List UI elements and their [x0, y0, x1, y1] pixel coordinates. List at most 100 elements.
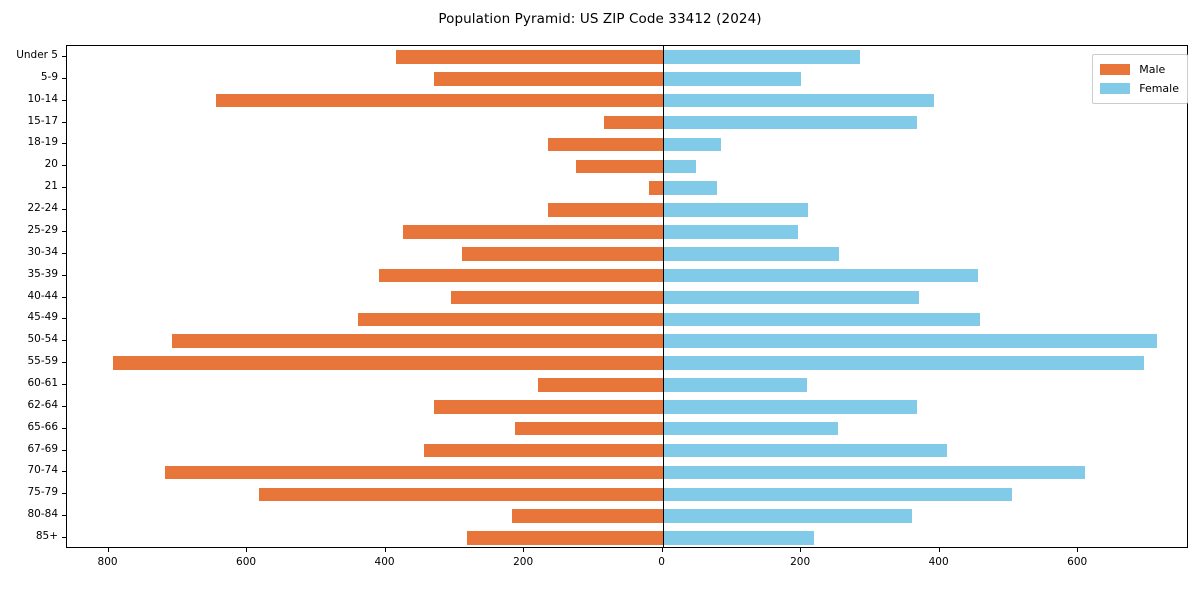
legend-entry: Female [1100, 79, 1179, 98]
y-tick-label: 22-24 [27, 202, 58, 215]
bar-row [67, 378, 1187, 392]
bar-row [67, 509, 1187, 523]
bar-female [662, 421, 838, 436]
y-tick-mark [62, 252, 66, 254]
x-tick-label: 600 [1067, 556, 1088, 568]
legend-swatch-icon [1100, 83, 1131, 94]
bar-row [67, 225, 1187, 239]
bar-row [67, 246, 1187, 261]
x-tick-mark [384, 548, 386, 552]
x-tick-label: 400 [928, 556, 949, 568]
bar-row [67, 203, 1187, 217]
plot-area [66, 45, 1188, 548]
bar-male [395, 50, 663, 64]
y-tick-mark [62, 318, 66, 320]
bar-male [648, 181, 663, 195]
bar-row [67, 334, 1187, 348]
y-tick-mark [62, 340, 66, 342]
bar-female [662, 203, 809, 217]
y-tick-mark [62, 77, 66, 79]
y-tick-label: 35-39 [27, 267, 58, 280]
y-tick-mark [62, 165, 66, 167]
y-tick-label: 5-9 [40, 70, 58, 83]
bar-female [662, 290, 919, 305]
y-tick-label: 18-19 [27, 136, 58, 149]
bar-female [662, 356, 1144, 370]
bar-female [662, 378, 807, 392]
bar-male [165, 465, 663, 480]
x-tick-label: 200 [790, 556, 811, 568]
bar-row [67, 72, 1187, 86]
y-tick-label: 67-69 [27, 442, 58, 455]
legend-swatch-icon [1100, 64, 1131, 75]
y-tick-mark [62, 362, 66, 364]
bar-row [67, 487, 1187, 502]
y-tick-mark [62, 383, 66, 385]
bar-male [423, 443, 663, 458]
legend-label: Female [1139, 82, 1179, 95]
x-tick-mark [800, 548, 802, 552]
y-tick-label: 30-34 [27, 245, 58, 258]
bar-female [662, 268, 978, 283]
x-tick-mark [1077, 548, 1079, 552]
bar-male [603, 115, 663, 130]
y-tick-mark [62, 187, 66, 189]
bar-female [662, 465, 1086, 480]
bar-row [67, 115, 1187, 130]
y-tick-mark [62, 99, 66, 101]
y-tick-mark [62, 121, 66, 123]
bar-row [67, 531, 1187, 545]
bar-male [378, 268, 663, 283]
x-tick-label: 400 [374, 556, 395, 568]
y-tick-mark [62, 143, 66, 145]
y-tick-label: 20 [44, 158, 58, 171]
bar-male [576, 159, 663, 174]
bar-female [662, 137, 722, 152]
bar-row [67, 443, 1187, 458]
bar-male [511, 509, 663, 523]
bar-male [461, 246, 663, 261]
bar-female [662, 443, 947, 458]
bar-row [67, 465, 1187, 480]
y-tick-mark [62, 449, 66, 451]
bar-male [537, 378, 663, 392]
y-tick-label: 75-79 [27, 486, 58, 499]
bar-female [662, 312, 980, 327]
y-tick-mark [62, 230, 66, 232]
bar-male [172, 334, 663, 348]
bar-male [515, 421, 663, 436]
bar-male [215, 93, 663, 108]
y-tick-mark [62, 296, 66, 298]
y-tick-mark [62, 55, 66, 57]
bar-female [662, 159, 696, 174]
bar-male [258, 487, 663, 502]
x-tick-mark [523, 548, 525, 552]
bar-male [434, 400, 663, 414]
y-tick-label: 15-17 [27, 114, 58, 127]
legend-label: Male [1139, 63, 1166, 76]
bar-female [662, 487, 1013, 502]
y-tick-mark [62, 427, 66, 429]
bar-male [112, 356, 663, 370]
y-tick-mark [62, 515, 66, 517]
y-tick-label: 60-61 [27, 376, 58, 389]
bar-male [451, 290, 663, 305]
chart-title: Population Pyramid: US ZIP Code 33412 (2… [438, 11, 762, 27]
bar-row [67, 400, 1187, 414]
bar-row [67, 50, 1187, 64]
y-tick-label: 62-64 [27, 398, 58, 411]
bar-row [67, 421, 1187, 436]
y-tick-label: 70-74 [27, 464, 58, 477]
y-tick-label: 50-54 [27, 333, 58, 346]
y-tick-label: 21 [44, 180, 58, 193]
bar-row [67, 290, 1187, 305]
bar-row [67, 268, 1187, 283]
bar-row [67, 159, 1187, 174]
bar-row [67, 93, 1187, 108]
y-tick-label: 25-29 [27, 223, 58, 236]
bar-female [662, 334, 1158, 348]
bar-male [466, 531, 663, 545]
y-tick-label: 85+ [35, 530, 58, 543]
bar-female [662, 400, 918, 414]
